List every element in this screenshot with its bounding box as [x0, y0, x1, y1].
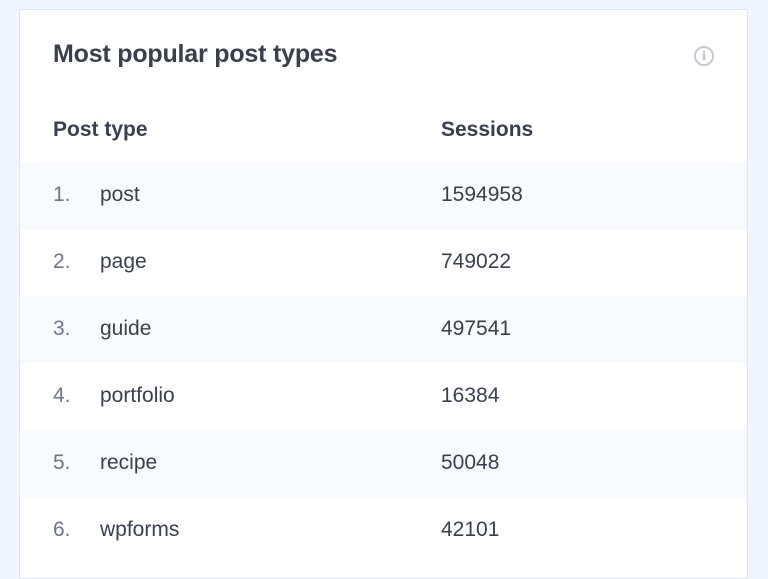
row-post-type: post: [100, 183, 140, 206]
table-row: 3. guide 497541: [20, 296, 747, 363]
row-sessions: 16384: [441, 384, 500, 407]
row-sessions: 497541: [441, 317, 512, 340]
column-header-post-type: Post type: [53, 118, 148, 141]
table-row: 6. wpforms 42101: [20, 497, 747, 564]
table-row: 5. recipe 50048: [20, 430, 747, 497]
row-post-type: recipe: [100, 451, 158, 474]
table-row: 1. post 1594958: [20, 162, 747, 229]
row-sessions: 50048: [441, 451, 500, 474]
row-sessions: 42101: [441, 518, 500, 541]
popular-post-types-card: Most popular post types i Post type Sess…: [19, 9, 748, 579]
row-rank: 3.: [53, 317, 71, 340]
row-post-type: page: [100, 250, 147, 273]
info-icon[interactable]: i: [694, 46, 714, 66]
row-post-type: guide: [100, 317, 152, 340]
table-row: 2. page 749022: [20, 229, 747, 296]
row-rank: 2.: [53, 250, 71, 273]
row-rank: 6.: [53, 518, 71, 541]
card-title: Most popular post types: [53, 40, 338, 68]
row-rank: 5.: [53, 451, 71, 474]
column-header-sessions: Sessions: [441, 118, 534, 141]
row-post-type: portfolio: [100, 384, 175, 407]
row-sessions: 1594958: [441, 183, 523, 206]
table-header: Post type Sessions: [20, 110, 747, 150]
row-rank: 1.: [53, 183, 71, 206]
row-post-type: wpforms: [100, 518, 180, 541]
row-rank: 4.: [53, 384, 71, 407]
row-sessions: 749022: [441, 250, 512, 273]
table-row: 4. portfolio 16384: [20, 363, 747, 430]
